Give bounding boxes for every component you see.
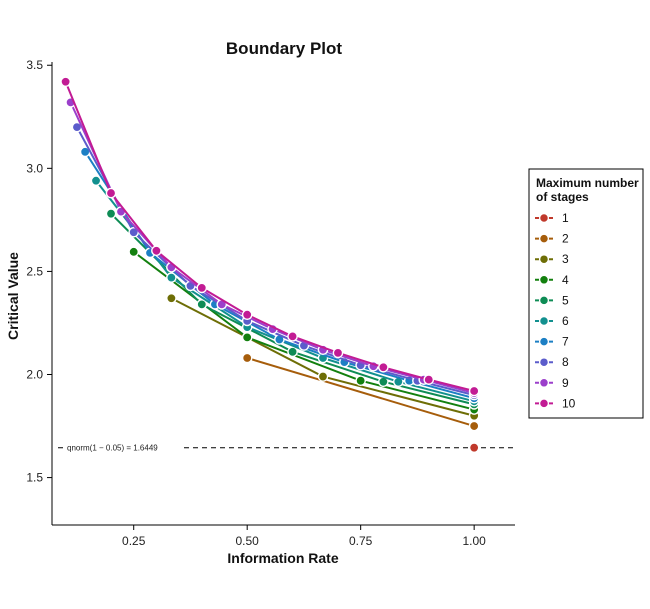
legend-item-8: 8 [535, 355, 569, 369]
y-tick-label: 2.5 [26, 264, 43, 278]
data-point [468, 442, 480, 453]
series-line [246, 357, 475, 427]
series-line [95, 180, 475, 403]
legend-label: 9 [562, 376, 569, 390]
data-point [90, 175, 102, 187]
legend-swatch-point [538, 377, 550, 388]
chart-title: Boundary Plot [226, 39, 343, 58]
x-tick-label: 0.50 [236, 534, 260, 548]
x-tick-label: 0.75 [349, 534, 373, 548]
x-tick-label: 1.00 [462, 534, 486, 548]
legend-box [528, 168, 644, 419]
data-point [378, 361, 389, 373]
series-line [133, 251, 475, 411]
legend-label: 6 [562, 314, 569, 328]
data-point [196, 299, 208, 310]
legend-swatch-point [538, 357, 550, 368]
data-point [287, 331, 298, 342]
series-1 [468, 442, 480, 453]
legend-swatch-point [538, 254, 550, 265]
legend-item-6: 6 [535, 314, 569, 328]
legend-label: 1 [562, 211, 569, 225]
data-point [241, 332, 253, 343]
data-point [241, 352, 253, 364]
legend-label: 3 [562, 252, 569, 266]
legend-swatch-point [538, 398, 550, 409]
data-point [423, 374, 435, 385]
legend-item-5: 5 [535, 293, 569, 307]
legend-item-1: 1 [535, 211, 569, 225]
legend-label: 7 [562, 335, 569, 349]
data-point [166, 272, 177, 283]
series-7 [79, 146, 480, 404]
axes: 1.5 2.0 2.5 3.0 3.5 0.25 0.50 0.75 1.00 [26, 58, 515, 548]
y-tick-label: 1.5 [26, 471, 43, 485]
legend-swatch-point [538, 315, 550, 327]
data-point [128, 246, 140, 258]
legend-label: 8 [562, 355, 569, 369]
data-point [166, 292, 177, 304]
series-10 [60, 76, 480, 397]
reference-line-group: qnorm(1 − 0.05) = 1.6449 [58, 441, 517, 453]
data-point [332, 347, 344, 359]
y-tick-label: 3.0 [26, 161, 43, 175]
legend-item-2: 2 [535, 232, 569, 246]
series-line [64, 81, 475, 392]
legend-title: Maximum number [536, 176, 639, 190]
data-point [105, 208, 117, 219]
legend-label: 2 [562, 232, 569, 246]
series-2 [241, 352, 480, 432]
legend-label: 5 [562, 293, 569, 307]
data-point [196, 282, 208, 294]
y-axis-title: Critical Value [5, 252, 21, 340]
data-point [287, 346, 298, 358]
data-point [105, 187, 117, 199]
series-layer [60, 76, 480, 453]
series-6 [90, 175, 480, 407]
series-line [110, 212, 475, 406]
x-tick-label: 0.25 [122, 534, 146, 548]
legend-item-10: 10 [535, 396, 576, 410]
data-point [151, 245, 162, 257]
legend-item-3: 3 [535, 252, 569, 266]
series-line [84, 151, 475, 400]
data-point [128, 226, 140, 238]
data-point [317, 371, 329, 382]
legend-item-9: 9 [535, 376, 569, 390]
y-tick-label: 3.5 [26, 58, 43, 72]
data-point [241, 309, 253, 321]
data-point [468, 420, 480, 432]
legend-swatch-point [538, 295, 550, 306]
legend-item-4: 4 [535, 273, 569, 287]
series-9 [65, 97, 480, 399]
data-point [355, 375, 366, 386]
legend-label: 4 [562, 273, 569, 287]
reference-label-background [64, 441, 182, 453]
x-axis-title: Information Rate [227, 550, 338, 566]
data-point [468, 385, 480, 397]
legend-swatch-point [538, 336, 550, 347]
series-8 [71, 121, 480, 401]
legend-title: of stages [536, 190, 589, 204]
legend-swatch-point [538, 274, 550, 285]
y-tick-label: 2.0 [26, 367, 43, 381]
legend-label: 10 [562, 396, 576, 410]
series-line [76, 126, 475, 397]
series-4 [128, 246, 480, 415]
legend-swatch-point [538, 233, 550, 244]
legend-swatch-point [538, 212, 550, 224]
legend-item-7: 7 [535, 335, 569, 349]
reference-line-label: qnorm(1 − 0.05) = 1.6449 [67, 444, 158, 453]
data-point [60, 76, 71, 88]
